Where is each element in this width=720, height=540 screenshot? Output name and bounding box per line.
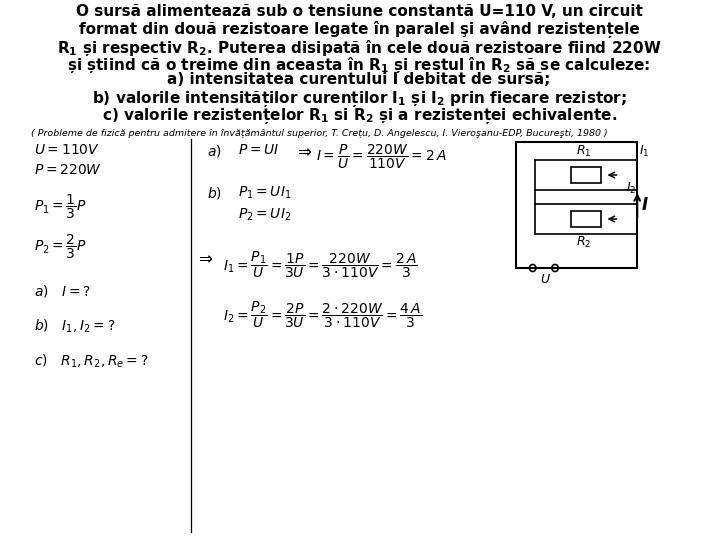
Text: $a)$: $a)$ bbox=[207, 143, 222, 159]
Text: $I_2 = \dfrac{P_2}{U} = \dfrac{2P}{3U} = \dfrac{2 \cdot 220W}{3 \cdot 110V} = \d: $I_2 = \dfrac{P_2}{U} = \dfrac{2P}{3U} =… bbox=[223, 299, 422, 330]
Text: ( Probleme de fizică pentru admitere în învățământul superior, T. Crețu, D. Ange: ( Probleme de fizică pentru admitere în … bbox=[31, 129, 608, 138]
Text: $c)\quad R_1, R_2, R_e = ?$: $c)\quad R_1, R_2, R_e = ?$ bbox=[35, 353, 149, 370]
Text: $P = UI$: $P = UI$ bbox=[238, 143, 279, 157]
Text: $I = \dfrac{P}{U} = \dfrac{220W}{110V} = 2\,A$: $I = \dfrac{P}{U} = \dfrac{220W}{110V} =… bbox=[316, 143, 447, 171]
Text: $\mathbf{R_1}$ și respectiv $\mathbf{R_2}$. Puterea disipată în cele două rezist: $\mathbf{R_1}$ și respectiv $\mathbf{R_2… bbox=[57, 38, 661, 58]
Text: format din două rezistoare legate în paralel şi având rezistențele: format din două rezistoare legate în par… bbox=[78, 21, 639, 38]
Text: $U = 110V$: $U = 110V$ bbox=[35, 143, 100, 157]
Text: $R_1$: $R_1$ bbox=[576, 144, 592, 159]
Text: $R_2$: $R_2$ bbox=[576, 235, 592, 250]
Text: $U$: $U$ bbox=[540, 273, 552, 286]
Text: $I_2$: $I_2$ bbox=[626, 181, 636, 196]
Text: $I_1$: $I_1$ bbox=[639, 144, 649, 159]
Text: $P_2 = \dfrac{2}{3}P$: $P_2 = \dfrac{2}{3}P$ bbox=[35, 233, 87, 261]
Text: O sursă alimentează sub o tensiune constantă U=110 V, un circuit: O sursă alimentează sub o tensiune const… bbox=[76, 4, 642, 19]
Text: $P_2 = UI_2$: $P_2 = UI_2$ bbox=[238, 207, 292, 224]
Text: c) valorile rezistențelor $\mathbf{R_1}$ si $\mathbf{R_2}$ și a rezistenței echi: c) valorile rezistențelor $\mathbf{R_1}$… bbox=[102, 106, 617, 126]
Text: $P_1 = \dfrac{1}{3}P$: $P_1 = \dfrac{1}{3}P$ bbox=[35, 193, 87, 221]
Text: a) intensitatea curentului I debitat de sursă;: a) intensitatea curentului I debitat de … bbox=[168, 72, 551, 87]
Text: $a)\quad I = ?$: $a)\quad I = ?$ bbox=[35, 283, 91, 299]
Text: $\Rightarrow$: $\Rightarrow$ bbox=[294, 142, 312, 160]
Text: b) valorile intensităților curenților $\mathbf{I_1}$ și $\mathbf{I_2}$ prin fiec: b) valorile intensităților curenților $\… bbox=[91, 89, 626, 109]
Text: $I_1 = \dfrac{P_1}{U} = \dfrac{1P}{3U} = \dfrac{220W}{3 \cdot 110V} = \dfrac{2\,: $I_1 = \dfrac{P_1}{U} = \dfrac{1P}{3U} =… bbox=[223, 249, 418, 280]
Text: $\boldsymbol{I}$: $\boldsymbol{I}$ bbox=[641, 196, 649, 214]
Text: și știind că o treime din aceasta în $\mathbf{R_1}$ și restul în $\mathbf{R_2}$ : și știind că o treime din aceasta în $\m… bbox=[68, 55, 651, 75]
Text: $b)\quad I_1, I_2 = ?$: $b)\quad I_1, I_2 = ?$ bbox=[35, 318, 116, 335]
Text: $P_1 = UI_1$: $P_1 = UI_1$ bbox=[238, 185, 292, 201]
Bar bbox=[571, 167, 600, 183]
Text: $\Rightarrow$: $\Rightarrow$ bbox=[195, 249, 213, 267]
Text: $P = 220W$: $P = 220W$ bbox=[35, 163, 102, 177]
Bar bbox=[571, 211, 600, 227]
Text: $b)$: $b)$ bbox=[207, 185, 222, 201]
